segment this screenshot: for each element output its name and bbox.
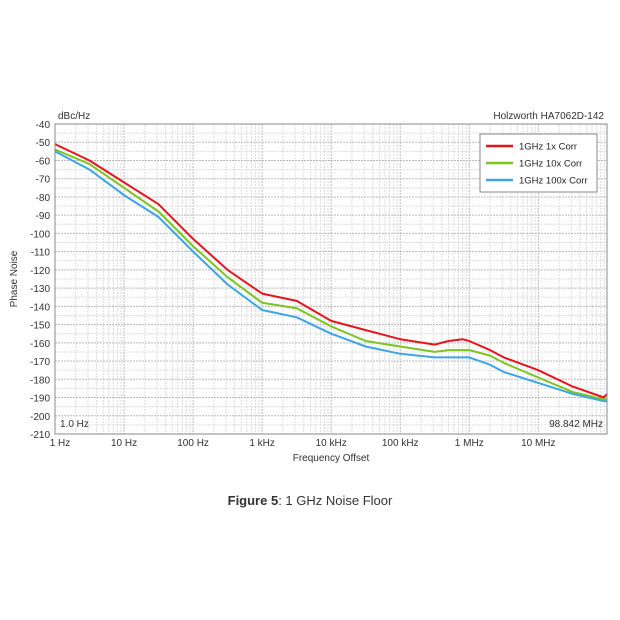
x-tick-label: 100 Hz: [177, 438, 209, 449]
caption-label: Figure 5: [227, 493, 279, 508]
legend-label: 1GHz 1x Corr: [519, 142, 577, 153]
x-tick-label: 10 MHz: [521, 438, 555, 449]
series-line-1: [54, 143, 608, 399]
y-tick-label: -150: [30, 321, 50, 332]
y-tick-label: -80: [36, 193, 51, 204]
start-marker: 1.0 Hz: [60, 419, 89, 430]
series-line-3: [54, 150, 607, 403]
y-tick-label: -40: [36, 120, 51, 131]
plot-frame: [54, 123, 608, 435]
unit-label: dBc/Hz: [58, 111, 90, 122]
x-axis-ticks: 1 Hz 10 Hz 100 Hz 1 kHz 10 kHz 100 kHz 1 MHz 10…: [50, 438, 556, 449]
y-tick-label: -140: [30, 302, 50, 313]
stop-marker: 98.842 MHz: [549, 419, 603, 430]
y-tick-label: -110: [31, 248, 51, 259]
y-tick-label: -120: [30, 266, 50, 277]
chart-title: Holzworth HA7062D-142: [493, 111, 604, 122]
y-axis-label: Phase Noise: [9, 250, 20, 307]
y-tick-label: -190: [30, 394, 50, 405]
y-tick-label: -100: [30, 229, 50, 240]
y-tick-label: -160: [30, 339, 50, 350]
figure-caption: Figure 5: 1 GHz Noise Floor: [0, 493, 620, 508]
x-tick-label: 10 kHz: [316, 438, 347, 449]
y-tick-label: -210: [30, 430, 50, 441]
x-tick-label: 1 kHz: [249, 438, 275, 449]
y-axis-ticks: -40 -50 -60 -70 -80 -90 -100 -110 -120 -130 -140 -1…: [30, 120, 50, 441]
x-axis-label: Frequency Offset: [293, 453, 370, 464]
y-tick-label: -70: [36, 175, 51, 186]
series-lines: [54, 143, 608, 403]
y-tick-label: -200: [30, 412, 50, 423]
y-tick-label: -130: [30, 284, 50, 295]
x-tick-label: 100 kHz: [382, 438, 419, 449]
legend-label: 1GHz 10x Corr: [519, 159, 582, 170]
legend-label: 1GHz 100x Corr: [519, 176, 588, 187]
x-tick-label: 10 Hz: [111, 438, 137, 449]
legend: 1GHz 1x Corr 1GHz 10x Corr 1GHz 100x Corr: [479, 133, 598, 193]
caption-text: : 1 GHz Noise Floor: [278, 493, 393, 508]
x-tick-label: 1 Hz: [50, 438, 71, 449]
y-tick-label: -50: [36, 138, 51, 149]
x-tick-label: 1 MHz: [455, 438, 484, 449]
y-tick-label: -90: [36, 211, 51, 222]
y-tick-label: -180: [30, 375, 50, 386]
y-tick-label: -60: [36, 156, 51, 167]
series-line-2: [54, 148, 607, 401]
y-tick-label: -170: [30, 357, 50, 368]
